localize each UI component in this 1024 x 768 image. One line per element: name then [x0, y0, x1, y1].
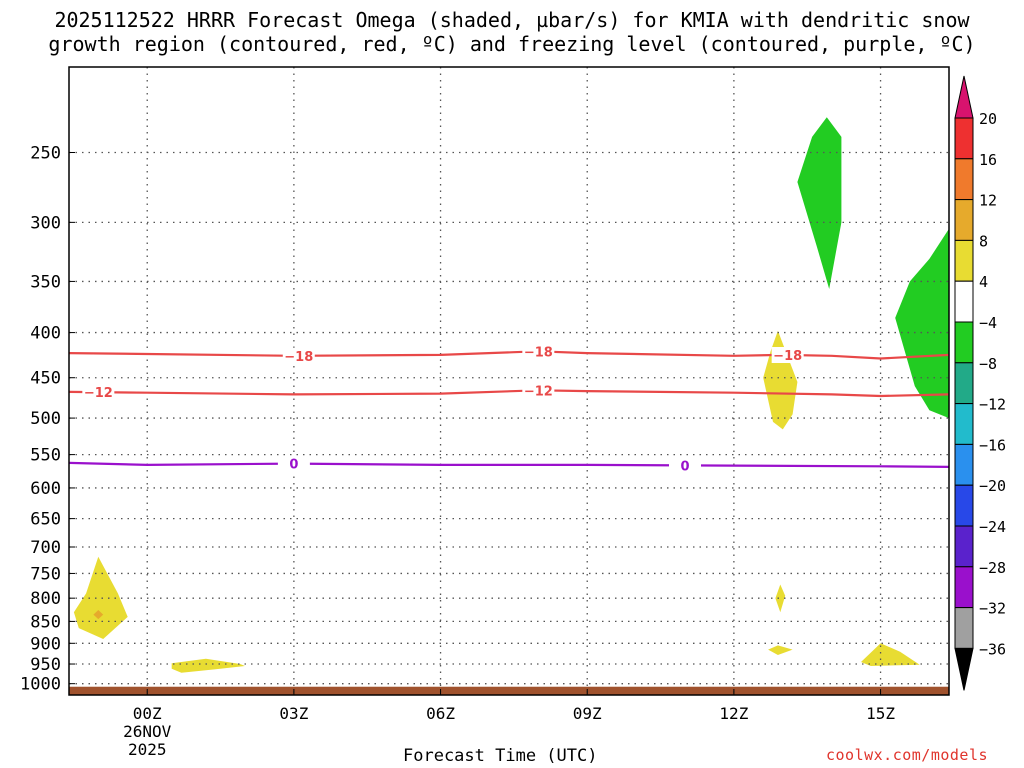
- colorbar-label-9: −20: [979, 477, 1006, 495]
- omega-region-6: [768, 645, 793, 655]
- colorbar-label-0: 20: [979, 110, 997, 128]
- colorbar-segment-12: [954, 607, 974, 649]
- colorbar-segment-3: [954, 239, 974, 282]
- plot-frame: [68, 66, 950, 696]
- omega-region-5: [775, 584, 786, 613]
- pressure-tick-label-950: 950: [30, 655, 61, 675]
- isotherm-label-0C-1: 0: [680, 459, 689, 474]
- pressure-tick-label-450: 450: [30, 369, 61, 389]
- colorbar-label-13: −36: [979, 640, 1006, 658]
- isotherm-label--12C-1: −12: [524, 384, 553, 399]
- time-year-label: 2025: [128, 740, 167, 759]
- colorbar-segment-1: [954, 158, 974, 201]
- isotherm-label-bg: [277, 455, 310, 472]
- isotherm-0C: [68, 461, 950, 468]
- colorbar-segment-8: [954, 443, 974, 486]
- pressure-tick-label-800: 800: [30, 589, 61, 609]
- colorbar-label-10: −24: [979, 518, 1006, 536]
- pressure-tick-label-250: 250: [30, 143, 61, 163]
- omega-region-2: [171, 658, 245, 673]
- colorbar-segment-2: [954, 199, 974, 241]
- time-tick-label-03Z: 03Z: [279, 704, 308, 723]
- isotherm--12C: [68, 389, 950, 398]
- pressure-tick-label-900: 900: [30, 634, 61, 654]
- colorbar-label-4: 4: [979, 273, 988, 291]
- pressure-tick-label-350: 350: [30, 272, 61, 292]
- chart-title-line-1: 2025112522 HRRR Forecast Omega (shaded, …: [54, 8, 970, 32]
- colorbar-label-1: 16: [979, 151, 997, 169]
- colorbar-segment-6: [954, 362, 974, 405]
- colorbar-segment-5: [954, 321, 974, 364]
- colorbar-top-arrow: [954, 75, 974, 119]
- omega-region-8: [895, 228, 949, 419]
- colorbar-segment-10: [954, 525, 974, 568]
- colorbar-label-11: −28: [979, 559, 1006, 577]
- pressure-tick-label-400: 400: [30, 324, 61, 344]
- colorbar-label-8: −16: [979, 436, 1006, 454]
- colorbar-label-5: −4: [979, 314, 997, 332]
- isotherm-label-bg: [522, 343, 555, 360]
- x-axis-title: Forecast Time (UTC): [403, 746, 598, 766]
- isotherm-label-bg: [282, 347, 315, 364]
- omega-region-0: [73, 556, 128, 639]
- isotherm-label-bg: [669, 457, 701, 474]
- time-tick-label-12Z: 12Z: [719, 704, 748, 723]
- pressure-tick-label-850: 850: [30, 612, 61, 632]
- chart-title-line-2: growth region (contoured, red, ºC) and f…: [48, 32, 976, 56]
- source-credit: coolwx.com/models: [826, 746, 989, 764]
- pressure-tick-label-750: 750: [30, 564, 61, 584]
- colorbar-segment-9: [954, 484, 974, 527]
- time-tick-label-00Z: 00Z: [133, 704, 162, 723]
- isotherm-label--18C-0: −18: [284, 350, 313, 365]
- colorbar-label-2: 12: [979, 192, 997, 210]
- isotherm--18C: [68, 350, 950, 360]
- colorbar-label-3: 8: [979, 232, 988, 250]
- pressure-tick-label-600: 600: [30, 479, 61, 499]
- isotherm-label-bg: [771, 347, 804, 364]
- omega-region-4: [797, 117, 842, 289]
- colorbar-label-7: −12: [979, 396, 1006, 414]
- isotherm-label-bg: [522, 382, 555, 399]
- isotherm-label--18C-2: −18: [773, 349, 802, 364]
- ground-surface: [69, 686, 949, 695]
- time-tick-label-09Z: 09Z: [573, 704, 602, 723]
- pressure-tick-label-550: 550: [30, 446, 61, 466]
- colorbar-segment-0: [954, 117, 974, 160]
- omega-region-7: [861, 643, 920, 666]
- omega-region-1: [93, 610, 104, 620]
- pressure-tick-label-1000: 1000: [20, 675, 61, 695]
- colorbar-bottom-arrow: [954, 647, 974, 691]
- colorbar-segment-4: [954, 280, 974, 323]
- pressure-tick-label-300: 300: [30, 213, 61, 233]
- isotherm-label-bg: [82, 384, 115, 401]
- pressure-tick-label-700: 700: [30, 538, 61, 558]
- isotherm-label--18C-1: −18: [524, 345, 553, 360]
- colorbar-segment-7: [954, 403, 974, 445]
- colorbar-label-6: −8: [979, 355, 997, 373]
- time-tick-label-06Z: 06Z: [426, 704, 455, 723]
- time-tick-label-15Z: 15Z: [866, 704, 895, 723]
- isotherm-label-0C-0: 0: [289, 458, 298, 473]
- pressure-tick-label-500: 500: [30, 409, 61, 429]
- pressure-tick-label-650: 650: [30, 510, 61, 530]
- colorbar-segment-11: [954, 566, 974, 609]
- time-date-label: 26NOV: [123, 722, 172, 741]
- colorbar-label-12: −32: [979, 600, 1006, 618]
- isotherm-label--12C-0: −12: [84, 386, 113, 401]
